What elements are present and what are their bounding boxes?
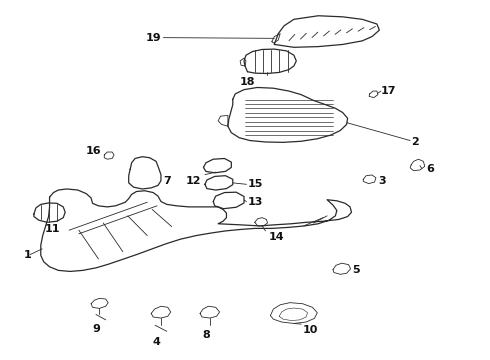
Text: 9: 9 [92, 324, 100, 334]
Text: 2: 2 [411, 138, 419, 147]
Text: 16: 16 [85, 145, 101, 156]
Text: 12: 12 [186, 176, 201, 186]
Text: 1: 1 [24, 250, 31, 260]
Text: 5: 5 [352, 265, 360, 275]
Text: 8: 8 [202, 330, 210, 340]
Text: 6: 6 [426, 164, 434, 174]
Text: 17: 17 [381, 86, 396, 96]
Text: 4: 4 [152, 337, 160, 347]
Text: 14: 14 [269, 232, 284, 242]
Text: 7: 7 [163, 176, 171, 186]
Text: 10: 10 [303, 325, 318, 335]
Text: 13: 13 [247, 197, 263, 207]
Text: 11: 11 [44, 224, 60, 234]
Text: 15: 15 [247, 179, 263, 189]
Text: 3: 3 [378, 176, 386, 186]
Text: 18: 18 [240, 77, 255, 87]
Text: 19: 19 [146, 33, 161, 42]
